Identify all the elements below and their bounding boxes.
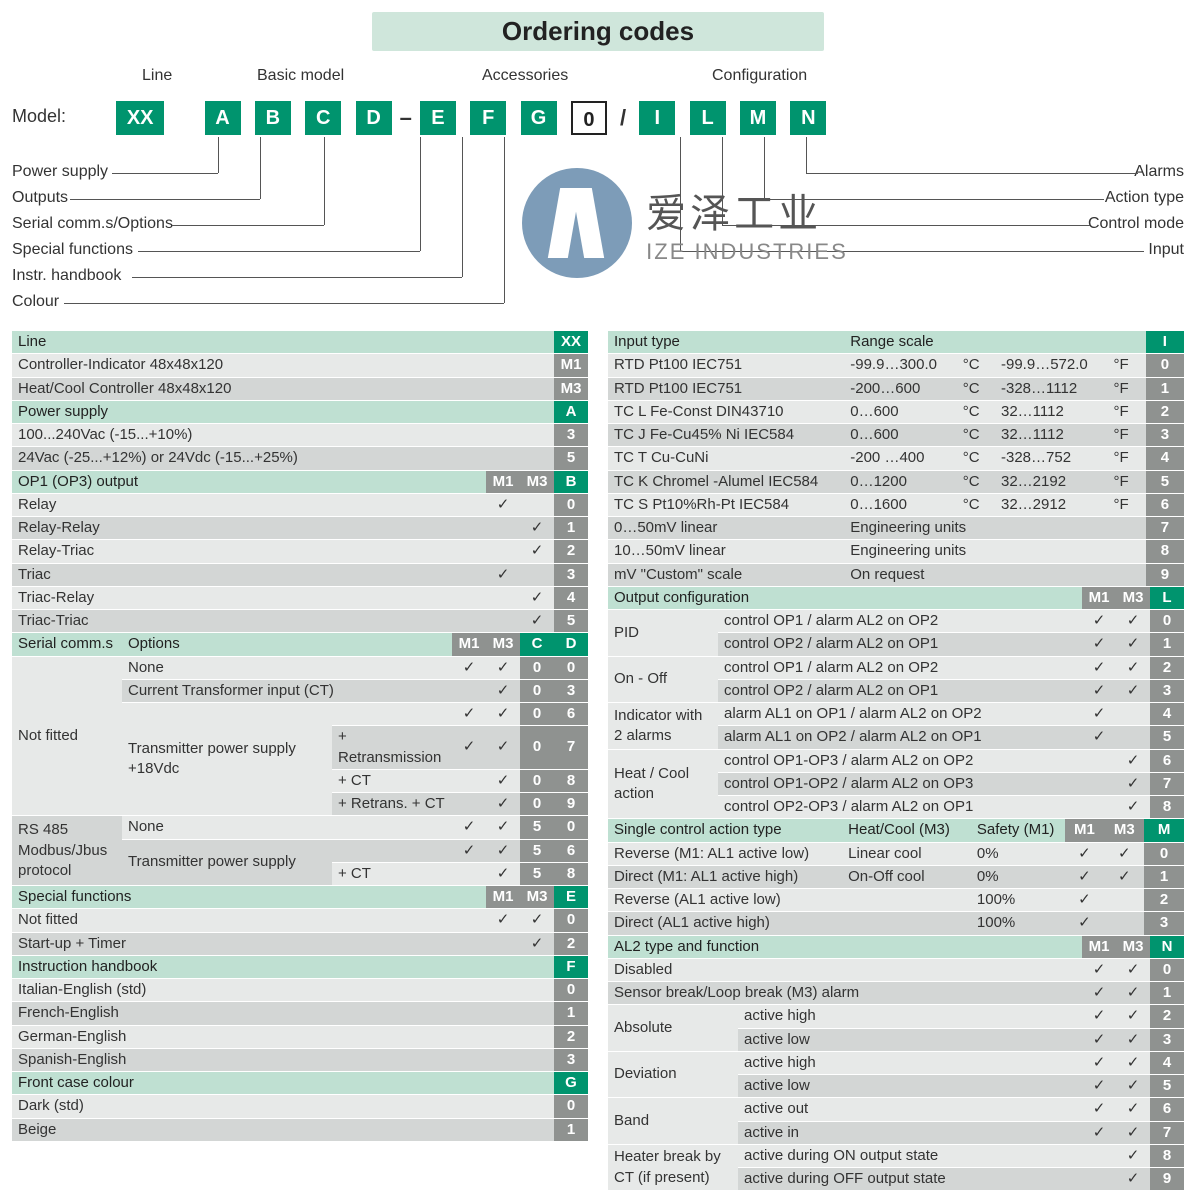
hdr-line: Line (12, 331, 554, 354)
row-code: M1 (554, 354, 588, 377)
ordering-diagram: Line Basic model Accessories Configurati… (12, 63, 1184, 323)
row: Controller-Indicator 48x48x120 (12, 354, 554, 377)
lbl-cm: Control mode (1088, 215, 1184, 233)
right-column: Input type Range scale I RTD Pt100 IEC75… (608, 331, 1184, 1191)
box-a: A (205, 101, 241, 135)
hdr-m3: M3 (520, 470, 554, 493)
lbl-at: Action type (1105, 189, 1184, 207)
box-b: B (255, 101, 291, 135)
box-zero: 0 (571, 101, 607, 135)
table-input: Input type Range scale I RTD Pt100 IEC75… (608, 331, 1184, 587)
box-e: E (420, 101, 456, 135)
title-text: Ordering codes (372, 12, 824, 51)
lbl-al: Alarms (1134, 163, 1184, 181)
lbl-ps: Power supply (12, 163, 108, 181)
box-g: G (521, 101, 557, 135)
lbl-sf: Special functions (12, 241, 133, 259)
code-line: XX (554, 331, 588, 354)
table-al2: AL2 type and function M1 M3 N Disabled ✓… (608, 936, 1184, 1192)
lbl-in: Input (1148, 241, 1184, 259)
hdr-basic: Basic model (257, 67, 344, 85)
lbl-sc: Serial comm.s/Options (12, 215, 173, 233)
chk: ✓ (486, 493, 520, 516)
row: Relay-Relay (12, 517, 486, 540)
hdr-line: Line (142, 67, 172, 85)
table-scat: Single control action type Heat/Cool (M3… (608, 819, 1184, 935)
row: Relay (12, 493, 486, 516)
logo: 爱泽工业 IZE INDUSTRIES (522, 168, 922, 278)
box-xx: XX (116, 101, 164, 135)
table-line: Line XX Controller-Indicator 48x48x120 M… (12, 331, 588, 633)
hdr-ps: Power supply (12, 400, 554, 423)
model-label: Model: (12, 106, 112, 127)
row-code: 3 (554, 424, 588, 447)
row-code: 5 (554, 447, 588, 470)
page-title: Ordering codes (12, 12, 1184, 51)
hdr-sc-a: Serial comm.s (12, 633, 122, 656)
lbl-out: Outputs (12, 189, 68, 207)
box-d: D (356, 101, 392, 135)
logo-en: IZE INDUSTRIES (646, 239, 848, 265)
slash: / (611, 105, 635, 131)
hdr-acc: Accessories (482, 67, 568, 85)
row-code: 0 (554, 493, 588, 516)
grp-notfitted: Not fitted (12, 656, 122, 816)
row: 100...240Vac (-15...+10%) (12, 424, 554, 447)
lbl-ih: Instr. handbook (12, 267, 121, 285)
code-ps: A (554, 400, 588, 423)
box-f: F (470, 101, 506, 135)
left-column: Line XX Controller-Indicator 48x48x120 M… (12, 331, 588, 1191)
logo-cn: 爱泽工业 (646, 181, 848, 239)
chk (520, 493, 554, 516)
box-l: L (690, 101, 726, 135)
row-code: M3 (554, 377, 588, 400)
table-outc: Output configuration M1 M3 L PID control… (608, 587, 1184, 820)
dash: – (396, 105, 416, 131)
code-op: B (554, 470, 588, 493)
hdr-op: OP1 (OP3) output (12, 470, 486, 493)
logo-icon (522, 168, 632, 278)
hdr-m1: M1 (486, 470, 520, 493)
lbl-col: Colour (12, 293, 59, 311)
row: 24Vac (-25...+12%) or 24Vdc (-15...+25%) (12, 447, 554, 470)
box-i: I (639, 101, 675, 135)
row: Heat/Cool Controller 48x48x120 (12, 377, 554, 400)
hdr-conf: Configuration (712, 67, 807, 85)
table-sf: Special functions M1 M3 E Not fitted ✓ ✓… (12, 886, 588, 1142)
tables-area: Line XX Controller-Indicator 48x48x120 M… (12, 331, 1184, 1191)
model-row: Model: XX A B C D – E F G 0 / I L M N (12, 101, 826, 135)
box-c: C (305, 101, 341, 135)
hdr-sc-b: Options (122, 633, 452, 656)
box-m: M (740, 101, 776, 135)
box-n: N (790, 101, 826, 135)
table-serial: Serial comm.s Options M1 M3 C D Not fitt… (12, 633, 588, 886)
